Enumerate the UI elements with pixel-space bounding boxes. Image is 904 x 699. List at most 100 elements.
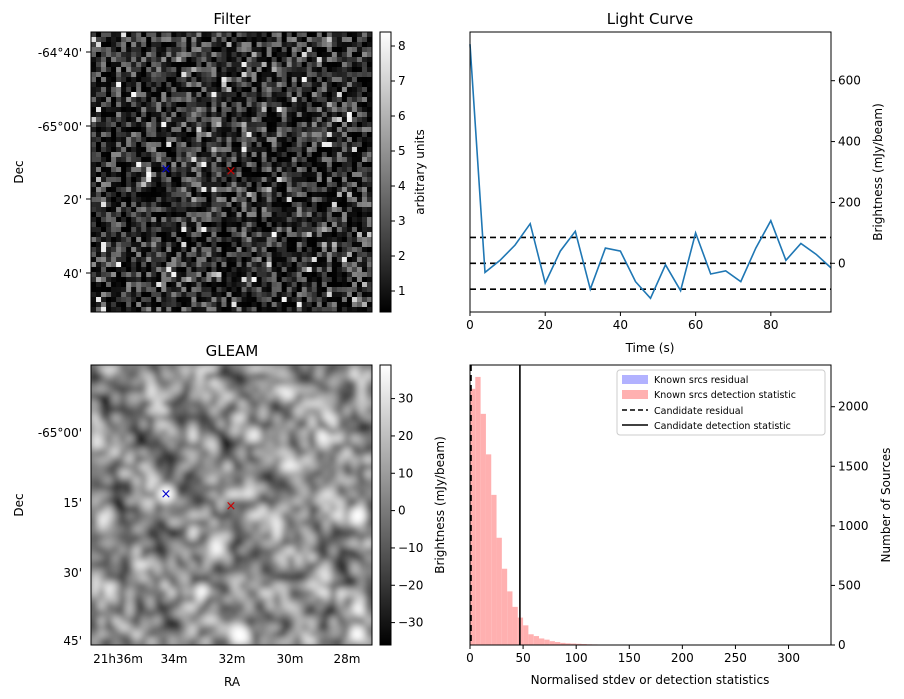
legend-swatch-known-detection bbox=[622, 390, 648, 399]
colorbar-tick-label: 5 bbox=[398, 144, 406, 158]
gleam-xtick-label: 28m bbox=[334, 652, 361, 666]
lightcurve-series bbox=[469, 44, 832, 300]
x-tick-label: 0 bbox=[466, 651, 474, 665]
lightcurve-ylabel: Brightness (mJy/beam) bbox=[871, 103, 885, 241]
histogram-bars bbox=[470, 376, 831, 645]
colorbar-tick-label: −30 bbox=[398, 616, 423, 630]
filter-ytick-label: 40' bbox=[63, 267, 82, 281]
y-tick-label: 1500 bbox=[838, 459, 869, 473]
colorbar-tick-label: 2 bbox=[398, 249, 406, 263]
colorbar-tick-label: 8 bbox=[398, 39, 406, 53]
x-tick-label: 50 bbox=[515, 651, 530, 665]
legend-label: Known srcs detection statistic bbox=[654, 390, 796, 401]
gleam-title: GLEAM bbox=[206, 342, 259, 360]
legend-label: Known srcs residual bbox=[654, 375, 748, 386]
legend-box bbox=[616, 369, 826, 436]
filter-known-source-marker: × bbox=[161, 162, 172, 177]
y-tick-label: 200 bbox=[838, 195, 861, 209]
colorbar-tick-label: 20 bbox=[398, 429, 413, 443]
gleam-xtick-label: 30m bbox=[277, 652, 304, 666]
x-tick-label: 300 bbox=[777, 651, 800, 665]
x-tick-label: 20 bbox=[538, 318, 553, 332]
histogram-bar bbox=[501, 568, 508, 645]
gleam-image bbox=[91, 365, 372, 645]
gleam-panel: GLEAM Dec -65°00' 15' 30' 45' 21h36m 34m… bbox=[12, 342, 447, 689]
filter-panel: Filter Dec -64°40' -65°00' 20' 40' × × 1… bbox=[12, 10, 427, 313]
histogram-bar bbox=[491, 494, 497, 645]
lightcurve-plot bbox=[469, 44, 832, 300]
colorbar-tick-label: 7 bbox=[398, 74, 406, 88]
gleam-ytick-label: 30' bbox=[63, 566, 82, 580]
histogram-bar bbox=[496, 537, 502, 645]
gleam-ytick-label: -65°00' bbox=[38, 426, 82, 440]
filter-colorbar-ticks: 1 2 3 4 5 6 7 8 bbox=[391, 39, 406, 298]
histogram-bar bbox=[533, 636, 540, 645]
gleam-ytick-label: 45' bbox=[63, 634, 82, 648]
histogram-bar bbox=[560, 642, 566, 645]
histogram-bar bbox=[549, 641, 555, 645]
gleam-xtick-label: 32m bbox=[219, 652, 246, 666]
histogram-xlabel: Normalised stdev or detection statistics bbox=[531, 673, 770, 687]
colorbar-tick-label: −10 bbox=[398, 541, 423, 555]
x-tick-label: 0 bbox=[466, 318, 474, 332]
histogram-bar bbox=[475, 376, 481, 645]
histogram-legend: Known srcs residual Known srcs detection… bbox=[616, 369, 826, 436]
legend-label: Candidate residual bbox=[654, 406, 743, 417]
histogram-ylabel: Number of Sources bbox=[879, 448, 893, 563]
histogram-bar bbox=[507, 591, 513, 645]
bright-source bbox=[195, 584, 209, 598]
histogram-panel: 0 50 100 150 200 250 300 0 500 1000 1500 2000 Norm… bbox=[466, 364, 893, 687]
colorbar-tick-label: 3 bbox=[398, 214, 406, 228]
colorbar-tick-label: 0 bbox=[398, 504, 406, 518]
lightcurve-xticks: 0 20 40 60 80 bbox=[466, 312, 778, 332]
gleam-colorbar-label: Brightness (mJy/beam) bbox=[433, 436, 447, 574]
filter-yticks: -64°40' -65°00' 20' 40' bbox=[38, 46, 91, 281]
histogram-bar bbox=[565, 643, 571, 645]
filter-ytick-label: 20' bbox=[63, 193, 82, 207]
filter-image bbox=[91, 32, 372, 312]
colorbar-tick-label: 30 bbox=[398, 392, 413, 406]
bright-source bbox=[230, 625, 250, 645]
histogram-bar bbox=[554, 642, 561, 645]
y-tick-label: 500 bbox=[838, 578, 861, 592]
gleam-xtick-label: 21h36m bbox=[93, 652, 143, 666]
gleam-frame bbox=[90, 364, 373, 646]
lightcurve-xlabel: Time (s) bbox=[625, 341, 675, 355]
gleam-colorbar bbox=[379, 364, 392, 646]
histogram-bar bbox=[485, 454, 492, 645]
lightcurve-yticks: 0 200 400 600 bbox=[831, 74, 861, 270]
x-tick-label: 250 bbox=[724, 651, 747, 665]
bright-source bbox=[316, 430, 328, 442]
y-tick-label: 600 bbox=[838, 74, 861, 88]
y-tick-label: 400 bbox=[838, 135, 861, 149]
histogram-candidate-lines bbox=[470, 365, 521, 645]
histogram-bar bbox=[539, 638, 545, 645]
bright-source bbox=[349, 626, 365, 642]
lightcurve-title: Light Curve bbox=[607, 10, 693, 28]
histogram-bar bbox=[528, 634, 534, 645]
lightcurve-panel: Light Curve 0 20 40 60 80 0 200 400 600 Time (s… bbox=[466, 10, 885, 355]
filter-colorbar bbox=[379, 31, 392, 313]
legend-label: Candidate detection statistic bbox=[654, 421, 791, 432]
gleam-xticks: 21h36m 34m 32m 30m 28m bbox=[93, 652, 360, 666]
filter-frame bbox=[90, 31, 373, 313]
colorbar-tick-label: 4 bbox=[398, 179, 406, 193]
histogram-bar bbox=[512, 606, 518, 645]
gleam-ylabel: Dec bbox=[12, 493, 26, 516]
gleam-ytick-label: 15' bbox=[63, 496, 82, 510]
filter-ytick-label: -64°40' bbox=[38, 46, 82, 60]
y-tick-label: 2000 bbox=[838, 400, 869, 414]
x-tick-label: 150 bbox=[618, 651, 641, 665]
filter-ylabel: Dec bbox=[12, 160, 26, 183]
colorbar-tick-label: −20 bbox=[398, 578, 423, 592]
histogram-bar bbox=[470, 388, 476, 645]
colorbar-tick-label: 1 bbox=[398, 284, 406, 298]
histogram-frame bbox=[469, 364, 832, 646]
histogram-bar bbox=[523, 625, 529, 645]
y-tick-label: 0 bbox=[838, 256, 846, 270]
histogram-bar bbox=[570, 643, 577, 645]
x-tick-label: 40 bbox=[613, 318, 628, 332]
legend-swatch-known-residual bbox=[622, 375, 648, 384]
bright-source bbox=[349, 507, 367, 525]
